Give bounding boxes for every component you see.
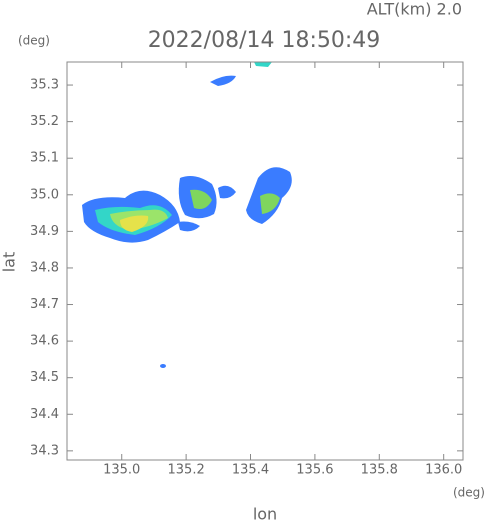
y-tick-label: 34.5 (30, 370, 59, 385)
x-axis-label: lon (253, 505, 277, 521)
x-tick-label: 135.8 (361, 463, 398, 478)
x-tick-label: 135.4 (232, 463, 269, 478)
altitude-label: ALT(km) 2.0 (367, 0, 462, 19)
y-unit: (deg) (18, 34, 50, 48)
y-tick-label: 35.0 (30, 187, 59, 202)
y-axis-label: lat (0, 252, 19, 273)
chart-title: 2022/08/14 18:50:49 (148, 28, 381, 53)
y-tick-label: 34.7 (30, 297, 59, 312)
y-tick-label: 34.8 (30, 260, 59, 275)
radar-echoes (82, 62, 292, 368)
y-tick-label: 34.9 (30, 224, 59, 239)
x-tick-label: 135.0 (103, 463, 140, 478)
y-tick-label: 34.4 (30, 407, 59, 422)
y-tick-label: 34.3 (30, 443, 59, 458)
y-tick-label: 34.6 (30, 334, 59, 349)
y-tick-label: 35.2 (30, 114, 59, 129)
plot-frame (66, 61, 464, 461)
y-tick-label: 35.3 (30, 78, 59, 93)
x-unit: (deg) (453, 486, 485, 500)
x-tick-label: 135.2 (168, 463, 205, 478)
y-tick-label: 35.1 (30, 151, 59, 166)
x-tick-label: 136.0 (425, 463, 462, 478)
x-tick-label: 135.6 (296, 463, 333, 478)
